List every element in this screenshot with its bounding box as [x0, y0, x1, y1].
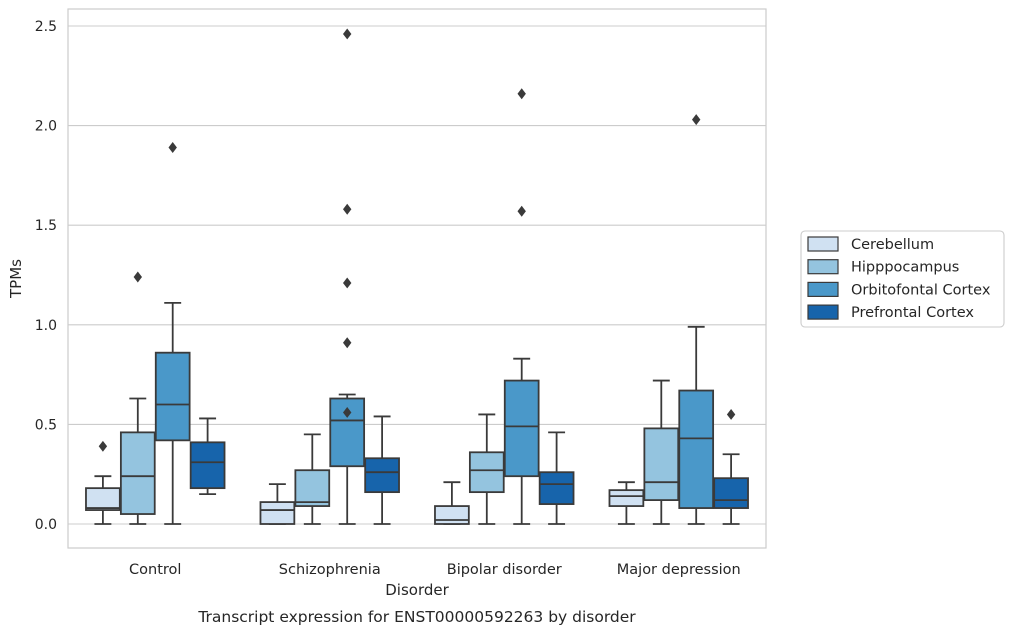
box-orbitofontal-cortex: [329, 28, 366, 525]
x-tick-label: Schizophrenia: [279, 562, 381, 578]
legend-swatch: [807, 304, 839, 320]
y-axis-label: TPMs: [7, 259, 25, 299]
box-iqr: [154, 351, 191, 442]
legend-label: Prefrontal Cortex: [851, 305, 974, 321]
box-iqr: [434, 505, 470, 525]
box-iqr: [119, 431, 156, 515]
box-prefrontal-cortex: [189, 417, 226, 496]
legend-swatch: [807, 236, 839, 252]
y-tick-label: 0.0: [35, 517, 57, 533]
legend-label: Cerebellum: [851, 237, 934, 253]
plot-frame: [67, 8, 767, 549]
y-tick-label: 1.5: [35, 218, 57, 234]
plot-marks: [85, 28, 749, 525]
box-iqr: [364, 457, 400, 494]
outlier-point: [692, 114, 701, 126]
box-orbitofontal-cortex: [154, 142, 191, 525]
y-tick-label: 0.5: [35, 417, 57, 433]
box-iqr: [503, 379, 540, 478]
box-hipppocampus: [643, 379, 680, 525]
chart-caption: Transcript expression for ENST0000059226…: [197, 608, 636, 626]
box-orbitofontal-cortex: [678, 114, 715, 525]
x-axis-label: Disorder: [385, 581, 449, 599]
x-tick-label: Major depression: [617, 562, 741, 578]
x-tick-label: Control: [129, 562, 181, 578]
y-tick-label: 2.5: [35, 19, 57, 35]
box-iqr: [85, 487, 121, 511]
outlier-point: [133, 271, 142, 283]
outlier-point: [726, 408, 736, 420]
outlier-point: [343, 337, 352, 349]
box-iqr: [468, 451, 505, 494]
outlier-point: [517, 205, 526, 217]
legend-swatch: [807, 281, 839, 297]
outlier-point: [343, 277, 352, 289]
box-iqr: [294, 469, 331, 507]
box-prefrontal-cortex: [713, 408, 749, 525]
x-tick-label: Bipolar disorder: [447, 562, 562, 578]
box-cerebellum: [608, 481, 645, 525]
outlier-point: [343, 406, 352, 418]
box-cerebellum: [85, 440, 121, 525]
outlier-point: [517, 88, 526, 100]
legend-label: Hipppocampus: [851, 260, 959, 276]
legend-frame: [800, 230, 1005, 328]
legend-swatch: [807, 259, 839, 275]
box-iqr: [608, 489, 645, 507]
outlier-point: [98, 440, 108, 452]
box-iqr: [643, 427, 680, 501]
legend: Cerebellum Hipppocampus Orbitofontal Corte…: [800, 230, 1005, 328]
box-prefrontal-cortex: [538, 431, 575, 525]
outlier-point: [343, 28, 352, 40]
y-tick-label: 2.0: [35, 119, 57, 135]
box-iqr: [713, 477, 749, 509]
x-tick-labels: Control Schizophrenia Bipolar disorder Majo…: [129, 562, 741, 578]
y-tick-label: 1.0: [35, 318, 57, 334]
legend-label: Orbitofontal Cortex: [851, 282, 991, 298]
box-cerebellum: [259, 483, 296, 525]
box-prefrontal-cortex: [364, 415, 400, 525]
box-iqr: [678, 389, 715, 509]
box-hipppocampus: [468, 413, 505, 525]
box-cerebellum: [434, 481, 470, 525]
box-iqr: [538, 471, 575, 505]
box-orbitofontal-cortex: [503, 88, 540, 525]
outlier-point: [343, 203, 352, 215]
box-hipppocampus: [119, 271, 156, 525]
y-tick-labels: 0.0 0.5 1.0 1.5 2.0 2.5: [35, 19, 57, 533]
box-iqr: [259, 501, 296, 525]
box-iqr: [189, 441, 226, 490]
outlier-point: [168, 142, 177, 153]
box-hipppocampus: [294, 433, 331, 525]
